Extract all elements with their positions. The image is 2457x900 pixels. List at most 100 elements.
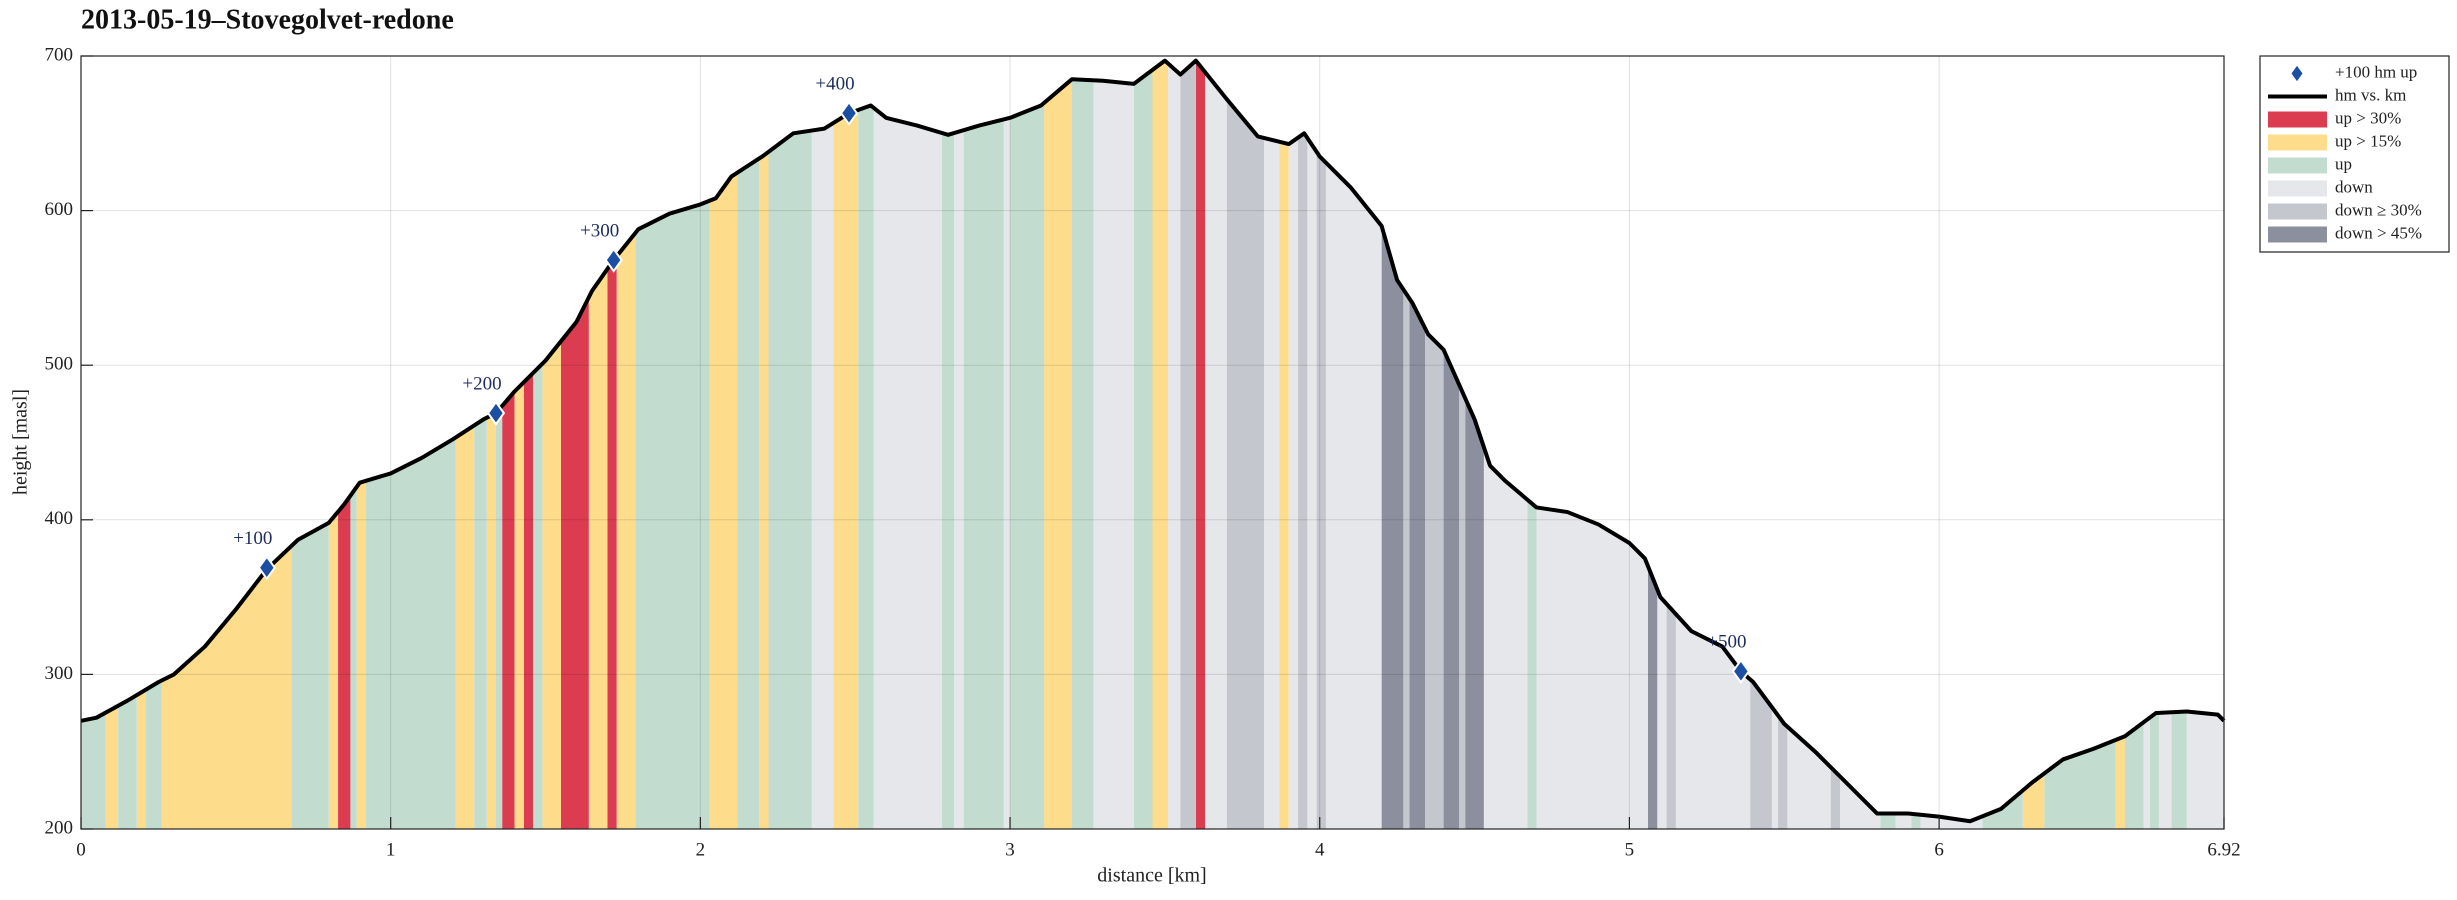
band xyxy=(768,60,812,829)
band xyxy=(1666,60,1676,829)
band xyxy=(1167,60,1181,829)
band xyxy=(1263,60,1280,829)
legend-swatch xyxy=(2268,111,2327,128)
legend-label: down > 45% xyxy=(2335,223,2422,242)
band xyxy=(1911,60,1921,829)
band xyxy=(1657,60,1667,829)
band xyxy=(474,60,487,829)
y-tick-label: 500 xyxy=(45,354,74,375)
band xyxy=(1381,60,1404,829)
axes-frame xyxy=(80,55,2225,830)
band xyxy=(1044,60,1072,829)
legend-swatch xyxy=(2268,157,2327,174)
band xyxy=(1279,60,1289,829)
band xyxy=(1307,60,1317,829)
marker-label: +200 xyxy=(462,373,501,394)
band xyxy=(2143,60,2150,829)
band xyxy=(1205,60,1227,829)
band xyxy=(365,60,456,829)
y-tick-label: 200 xyxy=(45,817,74,838)
band xyxy=(1920,60,1983,829)
bands xyxy=(81,60,2224,829)
marker xyxy=(486,400,506,426)
band xyxy=(1152,60,1168,829)
band xyxy=(1675,60,1751,829)
chart-title: 2013-05-19–Stovegolvet-redone xyxy=(81,4,454,35)
band xyxy=(356,60,366,829)
band xyxy=(561,60,589,829)
band xyxy=(1316,60,1326,829)
y-tick-label: 600 xyxy=(45,199,74,220)
band xyxy=(1895,60,1912,829)
legend-label: down xyxy=(2335,177,2373,196)
band xyxy=(759,60,769,829)
band xyxy=(455,60,475,829)
band xyxy=(1830,60,1840,829)
band xyxy=(1483,60,1528,829)
band xyxy=(833,60,859,829)
band xyxy=(1750,60,1772,829)
profile-line xyxy=(80,58,2226,824)
legend-swatch xyxy=(2268,134,2327,151)
band xyxy=(1982,60,2023,829)
legend-label: up xyxy=(2335,154,2352,173)
legend-swatch xyxy=(2268,203,2327,220)
band xyxy=(523,60,534,829)
x-tick-label: 0 xyxy=(76,839,86,860)
band xyxy=(811,60,834,829)
marker xyxy=(839,100,859,126)
band xyxy=(1536,60,1648,829)
band xyxy=(616,60,636,829)
marker-label: +100 xyxy=(233,528,272,549)
legend-label: hm vs. km xyxy=(2335,85,2406,104)
legend: +100 hm up hm vs. km up > 30% up > 15% up dow… xyxy=(2259,55,2450,253)
x-tick-label: 4 xyxy=(1315,839,1325,860)
y-tick-label: 300 xyxy=(45,663,74,684)
band xyxy=(709,60,738,829)
legend-marker xyxy=(2289,63,2305,84)
band xyxy=(1778,60,1788,829)
band xyxy=(146,60,162,829)
band xyxy=(635,60,710,829)
legend-swatch xyxy=(2268,180,2327,197)
band xyxy=(2115,60,2125,829)
marker xyxy=(604,247,623,273)
band xyxy=(1443,60,1460,829)
band xyxy=(1839,60,1881,829)
band xyxy=(954,60,964,829)
marker xyxy=(1731,658,1751,685)
y-axis-label: height [masl] xyxy=(10,389,32,495)
legend-label: +100 hm up xyxy=(2335,62,2417,81)
band xyxy=(1093,60,1134,829)
band xyxy=(1003,60,1011,829)
marker-label: +500 xyxy=(1707,632,1746,653)
band xyxy=(1647,60,1658,829)
marker-label: +400 xyxy=(815,74,854,95)
band xyxy=(118,60,137,829)
marker xyxy=(257,555,276,581)
x-tick-label: 6 xyxy=(1934,839,1944,860)
x-tick-label: 5 xyxy=(1625,839,1635,860)
band xyxy=(873,60,942,829)
x-tick-label: 2 xyxy=(696,839,706,860)
x-axis-label: distance [km] xyxy=(1097,865,1206,887)
band xyxy=(1226,60,1264,829)
band xyxy=(136,60,147,829)
band xyxy=(1298,60,1308,829)
band xyxy=(2022,60,2045,829)
band xyxy=(941,60,955,829)
y-tick-label: 700 xyxy=(45,44,74,65)
band xyxy=(502,60,515,829)
x-tick-label: 1 xyxy=(386,839,396,860)
marker-label: +300 xyxy=(580,220,619,241)
band xyxy=(495,60,503,829)
axes: 200 300 400 500 600 700 0 1 2 3 4 5 6 6.92 xyxy=(45,44,2241,860)
band xyxy=(858,60,874,829)
band xyxy=(1180,60,1196,829)
band xyxy=(291,60,329,829)
band xyxy=(1010,60,1045,829)
band xyxy=(1071,60,1094,829)
band xyxy=(1409,60,1426,829)
band xyxy=(486,60,496,829)
